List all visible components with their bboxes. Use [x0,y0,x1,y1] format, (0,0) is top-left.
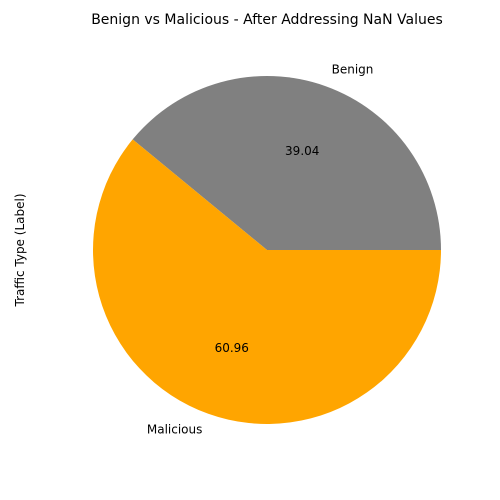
slice-label-benign: Benign [332,62,374,76]
pie-slices [93,76,441,424]
slice-value-benign: 39.04 [285,144,319,158]
slice-label-malicious: Malicious [147,423,203,437]
y-axis-label: Traffic Type (Label) [13,194,27,308]
slice-value-malicious: 60.96 [215,341,249,355]
chart-title: Benign vs Malicious - After Addressing N… [91,12,443,28]
